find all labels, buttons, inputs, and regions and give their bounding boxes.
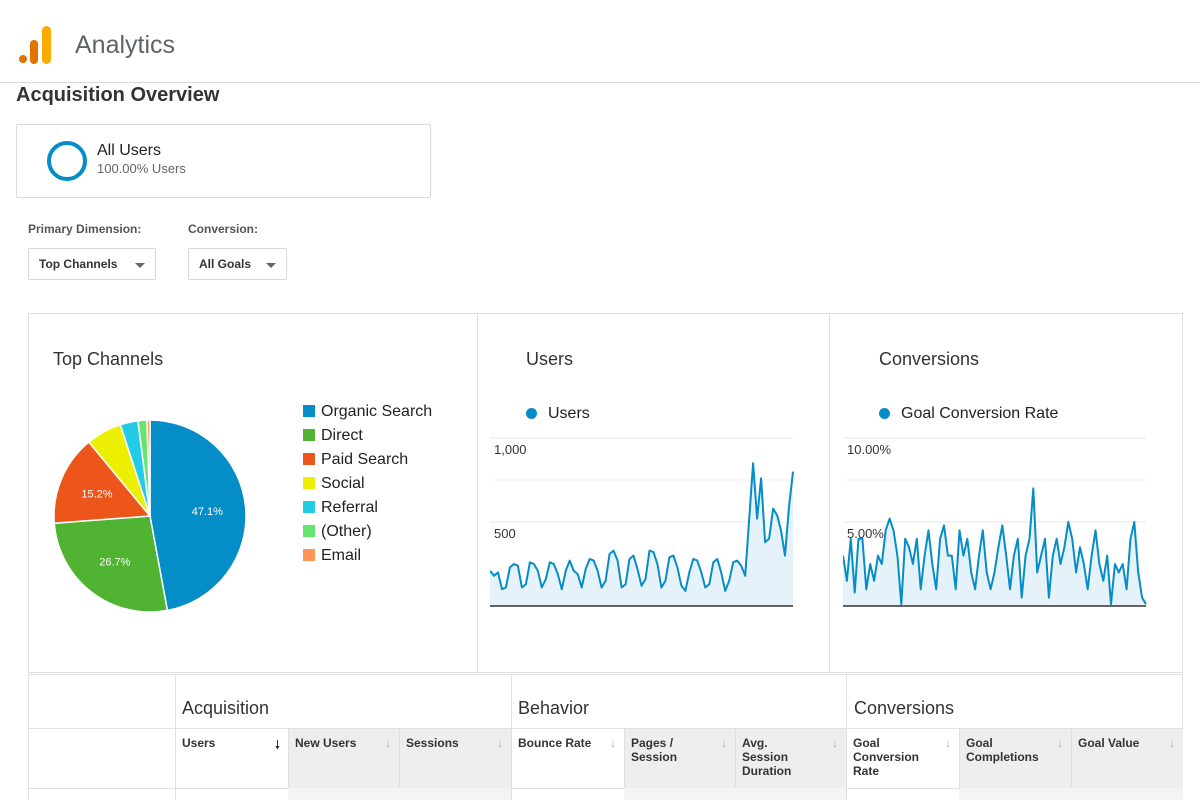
pie-slice [53, 440, 152, 525]
sort-arrow-icon[interactable]: 🠗 [274, 738, 280, 752]
users-line-chart[interactable]: 1,000 500 [490, 430, 800, 615]
conversions-series-dot-icon [879, 408, 890, 419]
legend-item[interactable]: Email [303, 547, 432, 571]
series-area [490, 463, 793, 606]
legend-label: Organic Search [321, 403, 433, 420]
column-header-sessions[interactable]: Sessions ↓ [399, 728, 511, 788]
legend-item[interactable]: Social [303, 475, 432, 499]
column-header-goal-completions[interactable]: Goal Completions ↓ [959, 728, 1071, 788]
conversion-label: Conversion: [188, 222, 259, 236]
column-header-goal-value[interactable]: Goal Value ↓ [1071, 728, 1183, 788]
legend-swatch [303, 453, 315, 465]
table-cell [959, 788, 1183, 800]
primary-dimension-label: Primary Dimension: [28, 222, 142, 236]
top-channels-legend: Organic Search Direct Paid Search Social Ref… [303, 403, 432, 571]
legend-item[interactable]: Direct [303, 427, 432, 451]
conversion-dropdown[interactable]: All Goals [188, 248, 287, 280]
legend-item[interactable]: (Other) [303, 523, 432, 547]
conversions-chart-title: Conversions [879, 349, 980, 369]
legend-label: Referral [321, 499, 378, 516]
users-chart-title: Users [526, 349, 574, 369]
table-cell [624, 788, 846, 800]
legend-label: Email [321, 547, 362, 564]
legend-swatch [303, 477, 315, 489]
segment-name: All Users [97, 142, 162, 159]
legend-swatch [303, 501, 315, 513]
legend-label: Direct [321, 427, 363, 444]
y-tick-label: 10.00% [847, 442, 892, 457]
top-channels-pie-chart[interactable]: 47.1% 26.7% 15.2% [50, 416, 250, 616]
y-tick-label: 1,000 [494, 442, 527, 457]
column-header-new-users[interactable]: New Users ↓ [288, 728, 399, 788]
sort-arrow-icon[interactable]: ↓ [610, 736, 616, 750]
series-line [490, 462, 794, 592]
legend-swatch [303, 405, 315, 417]
legend-label: (Other) [321, 523, 372, 540]
pie-slice-label: 26.7% [99, 557, 130, 569]
series-area [843, 488, 1146, 606]
panel-divider [829, 313, 830, 673]
users-series-dot-icon [526, 408, 537, 419]
legend-swatch [303, 429, 315, 441]
table-divider [28, 728, 175, 729]
segment-detail: 100.00% Users [97, 161, 186, 176]
column-header-users[interactable]: Users 🠗 [175, 728, 288, 788]
series-line [843, 487, 1147, 606]
panel-divider [477, 313, 478, 673]
table-cell [288, 788, 511, 800]
sort-arrow-icon[interactable]: ↓ [1057, 736, 1063, 750]
legend-item[interactable]: Referral [303, 499, 432, 523]
users-series-label: Users [548, 405, 590, 422]
chevron-down-icon [135, 263, 145, 268]
chevron-down-icon [266, 263, 276, 268]
sort-arrow-icon[interactable]: ↓ [945, 736, 951, 750]
overview-panels [28, 313, 1183, 673]
pie-slice-label: 15.2% [81, 488, 112, 500]
column-header-goal-conversion-rate[interactable]: Goal Conversion Rate ↓ [846, 728, 959, 788]
table-cell [175, 788, 288, 800]
sort-arrow-icon[interactable]: ↓ [385, 736, 391, 750]
sort-arrow-icon[interactable]: ↓ [1169, 736, 1175, 750]
legend-swatch [303, 549, 315, 561]
sort-arrow-icon[interactable]: ↓ [832, 736, 838, 750]
top-bar: Analytics [0, 0, 1200, 83]
sort-arrow-icon[interactable]: ↓ [721, 736, 727, 750]
legend-label: Social [321, 475, 365, 492]
column-header-pages-per-session[interactable]: Pages / Session ↓ [624, 728, 735, 788]
y-tick-label: 500 [494, 526, 516, 541]
pie-slice [149, 419, 247, 612]
conversion-value: All Goals [199, 257, 252, 271]
primary-dimension-value: Top Channels [39, 257, 118, 271]
analytics-logo-icon[interactable] [19, 26, 53, 64]
table-row-divider [28, 788, 1183, 789]
legend-item[interactable]: Organic Search [303, 403, 432, 427]
group-acquisition: Acquisition [182, 698, 270, 718]
sort-arrow-icon[interactable]: ↓ [497, 736, 503, 750]
primary-dimension-dropdown[interactable]: Top Channels [28, 248, 156, 280]
conversions-line-chart[interactable]: 10.00% 5.00% [843, 430, 1153, 615]
segment-ring-icon [47, 141, 87, 181]
top-channels-title: Top Channels [53, 349, 164, 369]
pie-slice [53, 515, 169, 613]
column-header-bounce-rate[interactable]: Bounce Rate ↓ [511, 728, 624, 788]
legend-swatch [303, 525, 315, 537]
y-tick-label: 5.00% [847, 526, 884, 541]
segment-card[interactable]: All Users 100.00% Users [16, 124, 431, 198]
legend-item[interactable]: Paid Search [303, 451, 432, 475]
app-title: Analytics [75, 31, 176, 59]
conversions-series-label: Goal Conversion Rate [901, 405, 1059, 422]
legend-label: Paid Search [321, 451, 409, 468]
group-conversions: Conversions [854, 698, 955, 718]
group-behavior: Behavior [518, 698, 590, 718]
pie-slice [146, 419, 151, 517]
pie-slice-label: 47.1% [192, 506, 223, 518]
page-title: Acquisition Overview [16, 84, 220, 106]
column-header-avg-session-duration[interactable]: Avg. Session Duration ↓ [735, 728, 846, 788]
